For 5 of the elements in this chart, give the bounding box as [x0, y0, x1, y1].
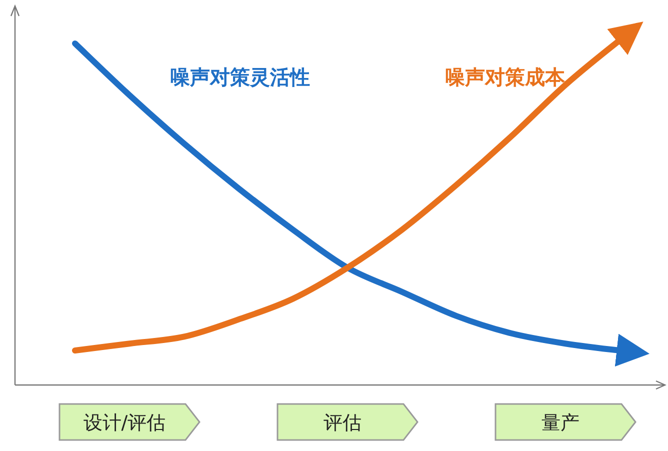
series-label: 噪声对策成本	[445, 65, 566, 89]
series-label: 噪声对策灵活性	[170, 65, 310, 89]
x-tick-label: 设计/评估	[83, 412, 166, 434]
x-tick-label: 量产	[542, 412, 580, 434]
x-tick-label: 评估	[324, 412, 362, 434]
